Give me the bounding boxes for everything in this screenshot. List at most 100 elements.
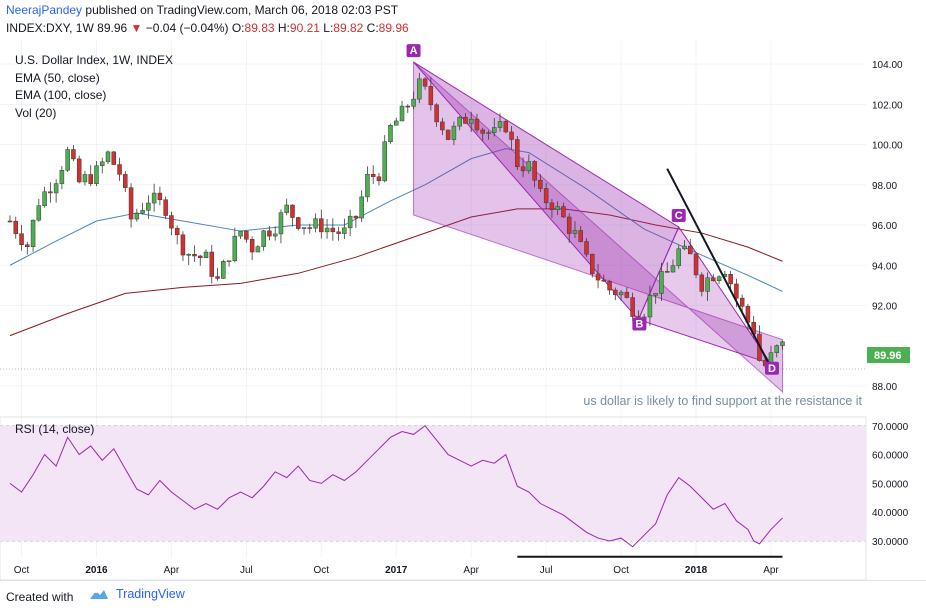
author-link[interactable]: NeerajPandey	[6, 3, 83, 17]
trendline[interactable]	[666, 168, 772, 369]
candle-down	[296, 217, 301, 229]
candle-up	[99, 161, 105, 167]
rsi-axis[interactable]: 70.0000 60.0000 50.0000 40.0000 30.0000	[872, 422, 909, 548]
candle-down	[474, 118, 480, 131]
candle-up	[647, 295, 653, 318]
candle-up	[261, 230, 266, 247]
price-tick-label: 88.00	[872, 382, 897, 393]
candle-up	[53, 183, 59, 194]
rsi-tick-label: 50.0000	[872, 479, 909, 490]
rsi-tick-label: 40.0000	[872, 508, 909, 519]
publish-line: NeerajPandey published on TradingView.co…	[6, 3, 398, 17]
candle-up	[359, 196, 364, 219]
rsi-tick-label: 30.0000	[872, 537, 909, 548]
price-tick-label: 104.00	[872, 60, 903, 71]
brand-name: TradingView	[116, 587, 185, 601]
candle-down	[307, 227, 313, 229]
down-arrow-icon: ▼	[130, 21, 143, 35]
candle-down	[13, 220, 19, 234]
candle-up	[151, 192, 157, 204]
candle-down	[249, 239, 255, 253]
pattern-points: A B C D	[406, 44, 779, 375]
candle-down	[699, 274, 705, 292]
last-price-tag: 89.96	[867, 347, 910, 363]
candle-down	[19, 233, 24, 245]
candle-up	[238, 230, 243, 237]
candle-down	[163, 199, 168, 216]
candle-up	[468, 118, 474, 124]
candle-down	[319, 218, 324, 233]
candle-down	[590, 253, 595, 275]
candle-down	[370, 173, 376, 178]
candle-up	[411, 98, 416, 107]
rsi-tick-label: 70.0000	[872, 422, 909, 433]
candle-up	[780, 341, 785, 346]
candle-up	[659, 271, 664, 294]
candle-down	[711, 277, 716, 281]
candle-up	[221, 261, 226, 279]
price-axis[interactable]: 104.00 102.00 100.00 98.00 96.00 94.00 92.00 88…	[872, 60, 903, 393]
high-label: H:	[277, 21, 290, 35]
candle-up	[313, 218, 318, 229]
time-tick-label: Apr	[763, 565, 779, 576]
candle-down	[463, 116, 468, 124]
candle-down	[520, 166, 526, 172]
candle-down	[376, 176, 382, 182]
legend-ema50: EMA (50, close)	[15, 71, 100, 85]
candle-up	[226, 260, 232, 263]
time-tick-label: Apr	[463, 565, 479, 576]
candle-up	[618, 291, 624, 296]
candle-down	[601, 279, 607, 282]
candle-down	[509, 131, 514, 140]
high-value: 90.21	[289, 21, 320, 35]
legend-ema100: EMA (100, close)	[15, 88, 106, 102]
tradingview-link[interactable]: TradingView	[88, 587, 185, 601]
candle-down	[197, 255, 203, 259]
candle-down	[613, 289, 618, 296]
candle-down	[244, 230, 249, 240]
quote-line: INDEX:DXY, 1W 89.96 ▼ −0.04 (−0.04%) O:8…	[6, 21, 409, 35]
candle-up	[105, 151, 111, 163]
candle-down	[561, 206, 566, 218]
rsi-tick-label: 60.0000	[872, 451, 909, 462]
last-price-tag-bg	[867, 347, 910, 363]
candle-up	[284, 204, 289, 213]
candle-down	[630, 297, 635, 317]
candle-up	[134, 212, 140, 220]
open-value: 89.83	[244, 21, 275, 35]
candle-up	[94, 165, 99, 184]
candle-up	[705, 277, 710, 292]
candle-up	[82, 174, 88, 183]
candle-up	[399, 105, 405, 122]
candle-up	[140, 210, 145, 214]
candle-down	[215, 276, 220, 279]
rsi-line	[9, 425, 783, 548]
price-tick-label: 92.00	[872, 301, 897, 312]
open-label: O:	[231, 21, 245, 35]
candle-up	[486, 132, 491, 134]
candle-up	[682, 245, 687, 250]
pattern-point-label: A	[410, 45, 418, 57]
abcd-pattern[interactable]	[413, 60, 784, 394]
pattern-point-label: B	[635, 319, 643, 331]
candle-up	[555, 206, 560, 210]
candle-up	[365, 173, 370, 198]
footer: Created with TradingView	[0, 580, 926, 615]
symbol-label[interactable]: INDEX:DXY, 1W	[6, 21, 94, 35]
candle-down	[624, 291, 630, 298]
tradingview-logo-icon	[90, 589, 108, 599]
price-tick-label: 100.00	[872, 141, 903, 152]
candle-down	[405, 105, 411, 108]
candle-up	[676, 248, 681, 266]
rsi-series	[9, 425, 783, 548]
candle-up	[203, 251, 209, 259]
candle-down	[157, 192, 163, 201]
candle-down	[267, 230, 272, 237]
time-axis[interactable]: Oct 2016 Apr Jul Oct 2017 Apr Jul Oct 2018 Apr	[14, 565, 780, 576]
candle-down	[336, 231, 341, 234]
candle-up	[774, 345, 779, 353]
candle-down	[290, 204, 295, 218]
candle-up	[451, 125, 457, 140]
candle-down	[440, 121, 445, 131]
chart-canvas[interactable]: 104.00 102.00 100.00 98.00 96.00 94.00 92.00 88…	[0, 40, 926, 580]
